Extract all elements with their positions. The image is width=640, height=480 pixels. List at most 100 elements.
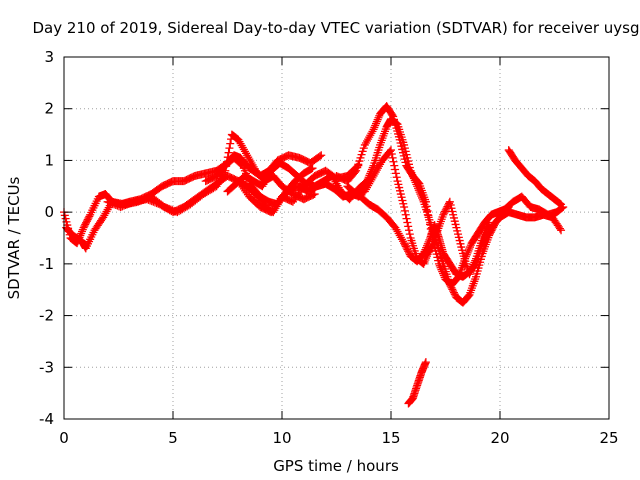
y-tick-label: 3 xyxy=(44,48,54,66)
data-point xyxy=(368,127,377,136)
data-point xyxy=(484,220,493,229)
data-point xyxy=(372,117,381,126)
data-point xyxy=(467,264,476,273)
data-point xyxy=(482,224,491,233)
data-point xyxy=(225,144,234,153)
data-point xyxy=(418,193,427,202)
data-point xyxy=(387,149,396,158)
data-point xyxy=(466,243,475,252)
data-point xyxy=(445,199,454,208)
data-point xyxy=(371,121,380,130)
data-point xyxy=(389,157,398,166)
y-tick-label: -3 xyxy=(39,358,54,376)
data-point xyxy=(390,161,399,170)
data-point xyxy=(413,182,422,191)
axis-ticks: 0 5 10 15 20 25 -4 -3 -2 -1 0 1 2 3 xyxy=(39,48,619,447)
data-point xyxy=(315,152,324,161)
x-axis-label: GPS time / hours xyxy=(273,457,399,475)
data-point xyxy=(405,230,414,239)
y-tick-label: 1 xyxy=(44,151,54,169)
data-point xyxy=(483,222,492,231)
data-point xyxy=(469,260,478,269)
data-point xyxy=(471,256,480,265)
grid xyxy=(64,57,609,419)
data-point xyxy=(391,169,400,178)
y-tick-label: -4 xyxy=(39,410,54,428)
data-point xyxy=(479,232,488,241)
data-point xyxy=(373,115,382,124)
data-point xyxy=(403,218,412,227)
chart-title: Day 210 of 2019, Sidereal Day-to-day VTE… xyxy=(32,19,639,37)
data-point xyxy=(409,174,418,183)
x-tick-label: 10 xyxy=(272,429,291,447)
data-point xyxy=(555,224,564,233)
data-point xyxy=(404,226,413,235)
data-point xyxy=(415,188,424,197)
data-point xyxy=(317,151,326,160)
series-track-12 xyxy=(404,358,430,408)
data-point xyxy=(416,190,425,199)
data-point xyxy=(503,204,512,213)
data-point xyxy=(478,234,487,242)
data-point xyxy=(481,228,490,237)
data-point xyxy=(404,222,413,231)
data-point xyxy=(369,125,378,134)
y-tick-label: 0 xyxy=(44,203,54,221)
data-point xyxy=(503,203,512,212)
data-point xyxy=(421,358,430,367)
data-point xyxy=(226,139,235,148)
data-point xyxy=(468,262,477,271)
data-point xyxy=(465,244,474,253)
data-point xyxy=(406,166,415,175)
data-point xyxy=(77,229,86,238)
data-point xyxy=(504,202,513,211)
data-point xyxy=(480,230,489,239)
data-point xyxy=(402,214,411,223)
data-point xyxy=(372,119,381,128)
data-point xyxy=(408,170,417,179)
data-point xyxy=(452,274,461,283)
series-track-11 xyxy=(504,146,566,209)
data-point xyxy=(391,165,400,174)
data-point xyxy=(400,206,409,215)
data-point xyxy=(398,237,407,246)
data-point xyxy=(412,180,421,189)
data-point xyxy=(420,257,429,266)
data-point xyxy=(409,172,418,181)
data-point xyxy=(411,178,420,187)
x-tick-label: 0 xyxy=(59,429,69,447)
x-tick-label: 5 xyxy=(168,429,178,447)
data-point xyxy=(401,210,410,219)
y-tick-label: 2 xyxy=(44,100,54,118)
y-tick-label: -2 xyxy=(39,307,54,325)
plot-frame xyxy=(63,56,610,420)
data-point xyxy=(224,148,233,157)
x-tick-label: 15 xyxy=(381,429,400,447)
data-point xyxy=(467,266,476,275)
data-point xyxy=(392,173,401,182)
data-point xyxy=(481,226,490,235)
series-track-8 xyxy=(354,115,513,307)
data-point xyxy=(370,123,379,132)
data-point xyxy=(419,259,428,268)
data-point xyxy=(414,186,423,195)
y-tick-label: -1 xyxy=(39,255,54,273)
data-point xyxy=(418,195,427,204)
data-point xyxy=(470,258,479,267)
x-tick-label: 25 xyxy=(599,429,618,447)
data-point xyxy=(410,176,419,185)
data-point xyxy=(308,164,317,173)
data-point xyxy=(465,270,474,279)
data-point xyxy=(407,168,416,177)
data-point xyxy=(557,200,566,209)
data-point xyxy=(400,202,409,211)
series-track-10 xyxy=(419,197,494,279)
data-points xyxy=(60,102,568,408)
data-point xyxy=(78,225,87,234)
data-point xyxy=(421,255,430,264)
y-axis-label: SDTVAR / TECUs xyxy=(5,176,23,299)
data-point xyxy=(85,212,94,221)
data-point xyxy=(413,184,422,193)
